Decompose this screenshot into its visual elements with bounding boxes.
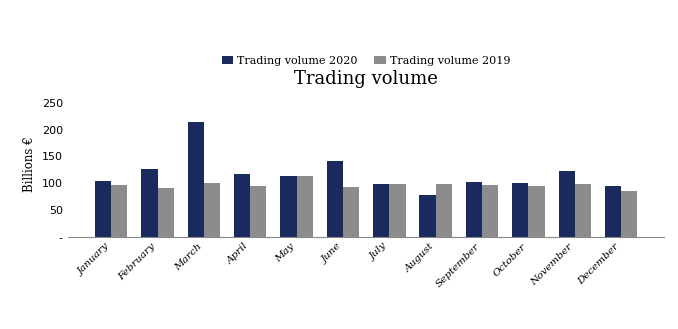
Bar (234, 174, 250, 237)
Bar (250, 186, 266, 237)
Bar (343, 187, 359, 237)
Bar (296, 176, 313, 237)
Bar (605, 186, 621, 237)
Legend: Trading volume 2020, Trading volume 2019: Trading volume 2020, Trading volume 2019 (217, 51, 515, 70)
Bar (559, 171, 575, 237)
Bar (420, 195, 436, 237)
Bar (281, 176, 296, 237)
Bar (575, 184, 591, 237)
Bar (95, 181, 111, 237)
Bar (141, 169, 157, 237)
Bar (466, 182, 482, 237)
Title: Trading volume: Trading volume (294, 70, 438, 88)
Bar (188, 122, 204, 237)
Bar (512, 183, 528, 237)
Bar (389, 184, 405, 237)
Bar (327, 161, 343, 237)
Bar (482, 185, 498, 237)
Bar (436, 184, 452, 237)
Bar (204, 183, 220, 237)
Bar (528, 186, 544, 237)
Bar (373, 184, 389, 237)
Bar (111, 185, 127, 237)
Y-axis label: Billions €: Billions € (23, 137, 36, 192)
Bar (157, 188, 174, 237)
Bar (621, 191, 637, 237)
